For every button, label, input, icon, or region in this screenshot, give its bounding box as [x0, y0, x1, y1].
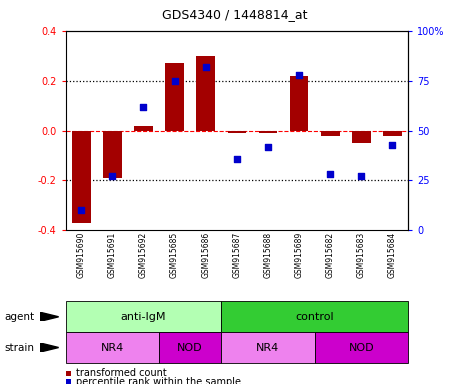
Point [202, 64, 210, 70]
Text: transformed count: transformed count [76, 368, 166, 378]
Text: GDS4340 / 1448814_at: GDS4340 / 1448814_at [162, 8, 307, 21]
Polygon shape [40, 312, 59, 321]
Text: NOD: NOD [348, 343, 374, 353]
Point [77, 207, 85, 214]
Bar [258, 131, 277, 133]
Bar [290, 76, 309, 131]
Text: control: control [295, 312, 334, 322]
Point [264, 144, 272, 150]
Text: NOD: NOD [177, 343, 203, 353]
Text: GSM915689: GSM915689 [295, 232, 303, 278]
Bar [221, 301, 408, 332]
Point [233, 156, 241, 162]
Bar [66, 332, 159, 363]
Bar [165, 63, 184, 131]
Bar [103, 131, 121, 178]
Text: GSM915691: GSM915691 [108, 232, 117, 278]
Text: anti-IgM: anti-IgM [121, 312, 166, 322]
Point [295, 71, 303, 78]
Point [326, 171, 334, 177]
Point [171, 78, 178, 84]
Text: GSM915685: GSM915685 [170, 232, 179, 278]
Text: GSM915684: GSM915684 [388, 232, 397, 278]
Polygon shape [40, 343, 59, 352]
Text: GSM915690: GSM915690 [77, 232, 86, 278]
Bar [134, 126, 153, 131]
Text: agent: agent [5, 312, 35, 322]
Text: percentile rank within the sample: percentile rank within the sample [76, 377, 241, 384]
Text: GSM915683: GSM915683 [357, 232, 366, 278]
Bar [66, 301, 221, 332]
Text: GSM915686: GSM915686 [201, 232, 210, 278]
Point [109, 174, 116, 180]
Bar [72, 131, 91, 223]
Bar [221, 332, 315, 363]
Bar [315, 332, 408, 363]
Text: NR4: NR4 [101, 343, 124, 353]
Text: NR4: NR4 [257, 343, 280, 353]
Bar [352, 131, 371, 143]
Bar [159, 332, 221, 363]
Bar [227, 131, 246, 133]
Text: GSM915692: GSM915692 [139, 232, 148, 278]
Text: GSM915682: GSM915682 [325, 232, 335, 278]
Bar [197, 56, 215, 131]
Point [389, 141, 396, 147]
Point [140, 104, 147, 110]
Text: GSM915687: GSM915687 [232, 232, 242, 278]
Bar [321, 131, 340, 136]
Text: strain: strain [5, 343, 35, 353]
Bar [383, 131, 402, 136]
Text: GSM915688: GSM915688 [264, 232, 272, 278]
Point [357, 174, 365, 180]
